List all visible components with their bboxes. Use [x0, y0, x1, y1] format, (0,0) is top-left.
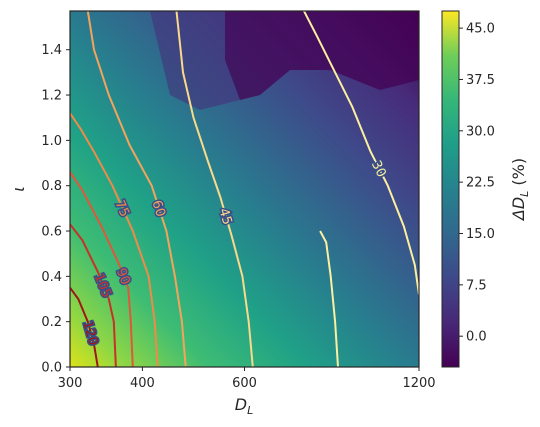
- y-axis: 0.0 0.2 0.4 0.6 0.8 1.0 1.2 1.4: [41, 43, 70, 376]
- heatmap-low-region: [225, 11, 419, 100]
- y-tick-label: 0.2: [41, 315, 62, 330]
- colorbar-tick-label: 30.0: [466, 124, 495, 139]
- y-tick-label: 0.4: [41, 270, 62, 285]
- contour-line-120: [70, 287, 99, 367]
- contour-line-90: [70, 171, 134, 367]
- colorbar-label: ΔDL (%): [509, 158, 531, 222]
- colorbar-tick-label: 22.5: [466, 176, 495, 191]
- contour-label-60: 60: [148, 198, 167, 218]
- colorbar-tick-label: 0.0: [466, 330, 487, 345]
- colorbar-tick-label: 7.5: [466, 278, 487, 293]
- colorbar-tick-label: 15.0: [466, 227, 495, 242]
- contour-line-45: [175, 11, 254, 367]
- colorbar: 0.0 7.5 15.0 22.5 30.0 37.5 45.0 ΔDL (%): [441, 10, 531, 368]
- colorbar-tick-label: 37.5: [466, 73, 495, 88]
- contour-line-30: [303, 11, 419, 295]
- colorbar-tick-label: 45.0: [466, 22, 495, 37]
- y-axis-label: ι: [9, 186, 28, 191]
- contour-line-75: [70, 112, 159, 367]
- contour-label-90: 90: [113, 266, 133, 287]
- y-tick-label: 1.2: [41, 89, 62, 104]
- x-axis: 300 400 600 1200: [58, 367, 436, 391]
- colorbar-strip: [441, 10, 460, 368]
- x-tick-label: 300: [58, 376, 83, 391]
- heatmap-mid-region: [150, 11, 240, 110]
- y-tick-label: 0.0: [41, 361, 62, 376]
- contour-label-45: 45: [215, 207, 234, 227]
- contour-label-30: 30: [368, 158, 389, 180]
- y-tick-label: 1.4: [41, 43, 62, 58]
- y-tick-label: 1.0: [41, 134, 62, 149]
- y-tick-label: 0.6: [41, 225, 62, 240]
- x-tick-label: 1200: [402, 376, 435, 391]
- x-tick-label: 400: [130, 376, 155, 391]
- y-tick-label: 0.8: [41, 179, 62, 194]
- contour-line-30: [319, 230, 339, 367]
- x-axis-label: DL: [235, 395, 253, 417]
- contour-lines: [70, 11, 419, 367]
- x-tick-label: 600: [232, 376, 257, 391]
- colorbar-ticks: 0.0 7.5 15.0 22.5 30.0 37.5 45.0: [459, 22, 495, 345]
- contour-line-105: [70, 223, 117, 367]
- contour-line-60: [86, 11, 187, 367]
